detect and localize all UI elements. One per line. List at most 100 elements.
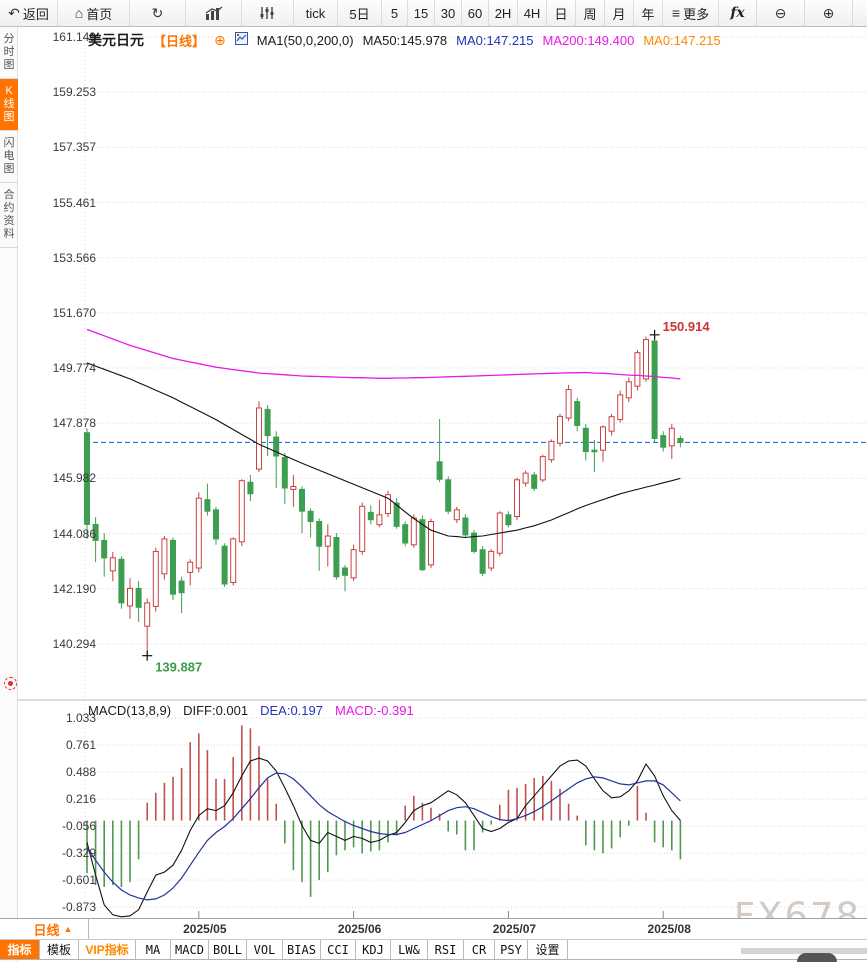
toolbar-button-15[interactable]: 月 <box>605 0 634 26</box>
x-axis-label: 2025/08 <box>647 922 691 936</box>
toolbar-button-12[interactable]: 4H <box>518 0 547 26</box>
toolbar-button-7[interactable]: 5 <box>382 0 408 26</box>
chart-type-sidebar: 分时图 K线图 闪电图 合约资料 <box>0 27 18 962</box>
toolbar-button-formula-icon[interactable]: fx <box>719 0 757 26</box>
y-axis-label: 144.086 <box>52 526 96 541</box>
y-axis-label: 142.190 <box>52 581 96 596</box>
candlestick-chart[interactable]: 150.914 139.887 <box>18 27 867 918</box>
tab-KDJ[interactable]: KDJ <box>356 940 391 959</box>
tab-指标[interactable]: 指标 <box>0 940 40 959</box>
toolbar-label: 5日 <box>349 6 370 22</box>
sidebar-item-分时图[interactable]: 分时图 <box>0 27 18 79</box>
y-axis-label: 161.149 <box>52 30 96 44</box>
toolbar-label: tick <box>305 5 326 21</box>
y-axis-label: 145.982 <box>52 471 96 486</box>
macd-hist-value: MACD:-0.391 <box>334 703 414 718</box>
x-axis-label: 2025/07 <box>492 922 537 936</box>
refresh-icon: ↻ <box>151 4 164 21</box>
y-axis-label: -0.601 <box>61 873 96 888</box>
toolbar-label: 更多 <box>683 6 710 22</box>
toolbar-button-14[interactable]: 周 <box>576 0 605 26</box>
svg-text:139.887: 139.887 <box>155 660 202 675</box>
toolbar-label: 年 <box>641 6 655 22</box>
chevron-up-icon: ▲ <box>63 924 73 934</box>
ma50-value: MA50:145.978 <box>362 32 448 48</box>
ma0-blue-value: MA0:147.215 <box>456 32 534 48</box>
line-chart-icon <box>234 32 248 48</box>
y-axis-label: 155.461 <box>52 195 96 210</box>
tab-VOL[interactable]: VOL <box>247 940 283 959</box>
tab-CR[interactable]: CR <box>464 940 495 959</box>
ma200-value: MA200:149.400 <box>542 32 635 48</box>
y-axis-label: 0.216 <box>65 792 96 807</box>
y-axis-label: 1.033 <box>65 711 96 726</box>
toolbar-button-6[interactable]: 5日 <box>338 0 382 26</box>
home-icon: ⌂ <box>74 5 84 21</box>
sidebar-item-闪电图[interactable]: 闪电图 <box>0 131 18 183</box>
macd-diff-value: DIFF:0.001 <box>183 703 249 718</box>
zoom-out-icon: ⊖ <box>774 4 787 21</box>
toolbar-label: 首页 <box>86 6 113 22</box>
tab-CCI[interactable]: CCI <box>321 940 356 959</box>
back-arrow-icon: ↶ <box>8 4 20 21</box>
toolbar-zoom-in-icon[interactable]: ⊕ <box>805 0 853 26</box>
bar-chart-icon <box>205 6 223 20</box>
toolbar-button-10[interactable]: 60 <box>462 0 489 26</box>
toolbar-equalizer-icon[interactable] <box>242 0 294 26</box>
period-tag: 【日线】 <box>153 33 206 49</box>
y-axis-label: 0.761 <box>65 738 96 753</box>
indicator-settings-icon[interactable] <box>4 677 17 690</box>
toolbar-button-11[interactable]: 2H <box>489 0 518 26</box>
toolbar-button-8[interactable]: 15 <box>408 0 435 26</box>
tab-VIP指标[interactable]: VIP指标 <box>79 940 136 959</box>
toolbar-button-back-arrow-icon[interactable]: ↶ 返回 <box>0 0 58 26</box>
toolbar-label: 2H <box>494 5 512 21</box>
price-panel-header: 美元日元 【日线】 ⊕ MA1(50,0,200,0) MA50:145.978… <box>88 30 721 50</box>
y-axis-label: 157.357 <box>52 140 96 155</box>
toolbar-label: 返回 <box>22 6 49 22</box>
panel-drag-handle[interactable] <box>797 953 837 962</box>
toolbar-label: 60 <box>467 5 483 21</box>
equalizer-icon <box>259 6 277 20</box>
toolbar-label: 4H <box>523 5 541 21</box>
toolbar-bar-chart-icon[interactable] <box>186 0 242 26</box>
tab-PSY[interactable]: PSY <box>495 940 528 959</box>
macd-title: MACD(13,8,9) <box>88 703 172 718</box>
toolbar-button-13[interactable]: 日 <box>547 0 576 26</box>
tab-设置[interactable]: 设置 <box>528 940 568 959</box>
toolbar-zoom-out-icon[interactable]: ⊖ <box>757 0 805 26</box>
bottom-panel-bar <box>741 948 867 954</box>
period-selector[interactable]: 日线 ▲ <box>18 919 89 939</box>
sidebar-item-合约资料[interactable]: 合约资料 <box>0 183 18 248</box>
toolbar-button-5[interactable]: tick <box>294 0 338 26</box>
tab-RSI[interactable]: RSI <box>428 940 464 959</box>
symbol-name: 美元日元 <box>88 32 144 48</box>
y-axis-label: -0.873 <box>61 900 96 915</box>
toolbar-label: 周 <box>583 6 597 22</box>
svg-text:150.914: 150.914 <box>663 319 711 334</box>
tab-LW&[interactable]: LW& <box>391 940 428 959</box>
y-axis-label: 147.878 <box>52 416 96 431</box>
tab-BIAS[interactable]: BIAS <box>283 940 321 959</box>
macd-dea-value: DEA:0.197 <box>260 703 323 718</box>
y-axis-label: 140.294 <box>52 636 96 651</box>
toolbar-button-home-icon[interactable]: ⌂ 首页 <box>58 0 130 26</box>
top-toolbar: ↶ 返回 ⌂ 首页 ↻ tick 5日 5 15 30 60 2H 4H 日周月年 ≡ 更多 fx ⊖ ⊕ <box>0 0 867 27</box>
x-axis-label: 2025/06 <box>337 922 382 936</box>
add-indicator-icon[interactable]: ⊕ <box>214 31 226 48</box>
macd-panel-header: MACD(13,8,9) DIFF:0.001 DEA:0.197 MACD:-… <box>88 703 414 718</box>
ma0-orange-value: MA0:147.215 <box>643 32 721 48</box>
toolbar-button-16[interactable]: 年 <box>634 0 663 26</box>
toolbar-button-menu-icon[interactable]: ≡ 更多 <box>663 0 719 26</box>
y-axis-label: -0.056 <box>61 819 96 834</box>
sidebar-item-K线图[interactable]: K线图 <box>0 79 18 131</box>
chart-region[interactable]: 150.914 139.887 美元日元 【日线】 ⊕ MA1(50,0,200,… <box>18 27 867 938</box>
toolbar-refresh-icon[interactable]: ↻ <box>130 0 186 26</box>
toolbar-button-9[interactable]: 30 <box>435 0 462 26</box>
tab-MACD[interactable]: MACD <box>171 940 209 959</box>
tab-MA[interactable]: MA <box>136 940 171 959</box>
tab-模板[interactable]: 模板 <box>40 940 79 959</box>
y-axis-label: -0.329 <box>61 846 96 861</box>
tab-BOLL[interactable]: BOLL <box>209 940 247 959</box>
